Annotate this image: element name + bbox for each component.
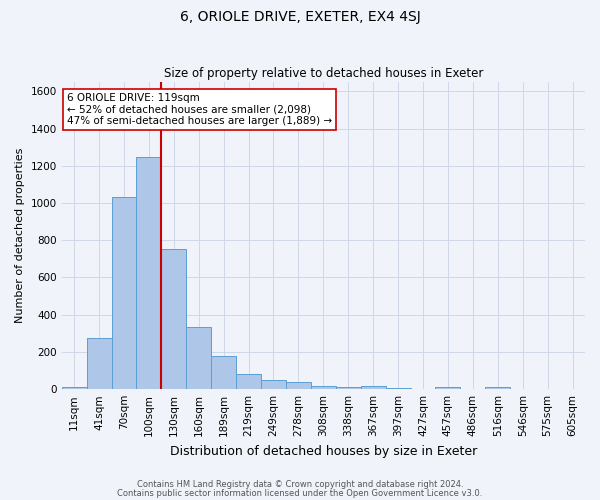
Text: 6, ORIOLE DRIVE, EXETER, EX4 4SJ: 6, ORIOLE DRIVE, EXETER, EX4 4SJ [179, 10, 421, 24]
Bar [485, 387, 510, 389]
Bar [361, 386, 386, 389]
Bar [236, 374, 261, 389]
Bar [62, 388, 86, 389]
Bar [112, 196, 136, 389]
Bar [286, 382, 311, 389]
Bar [386, 388, 410, 389]
Bar [86, 338, 112, 389]
Text: Contains public sector information licensed under the Open Government Licence v3: Contains public sector information licen… [118, 488, 482, 498]
Text: 6 ORIOLE DRIVE: 119sqm
← 52% of detached houses are smaller (2,098)
47% of semi-: 6 ORIOLE DRIVE: 119sqm ← 52% of detached… [67, 93, 332, 126]
Bar [311, 386, 336, 389]
Bar [186, 327, 211, 389]
Text: Contains HM Land Registry data © Crown copyright and database right 2024.: Contains HM Land Registry data © Crown c… [137, 480, 463, 489]
Bar [436, 388, 460, 389]
Bar [161, 248, 186, 389]
X-axis label: Distribution of detached houses by size in Exeter: Distribution of detached houses by size … [170, 444, 477, 458]
Bar [136, 156, 161, 389]
Title: Size of property relative to detached houses in Exeter: Size of property relative to detached ho… [164, 66, 483, 80]
Y-axis label: Number of detached properties: Number of detached properties [15, 148, 25, 324]
Bar [261, 380, 286, 389]
Bar [211, 356, 236, 389]
Bar [336, 388, 361, 389]
